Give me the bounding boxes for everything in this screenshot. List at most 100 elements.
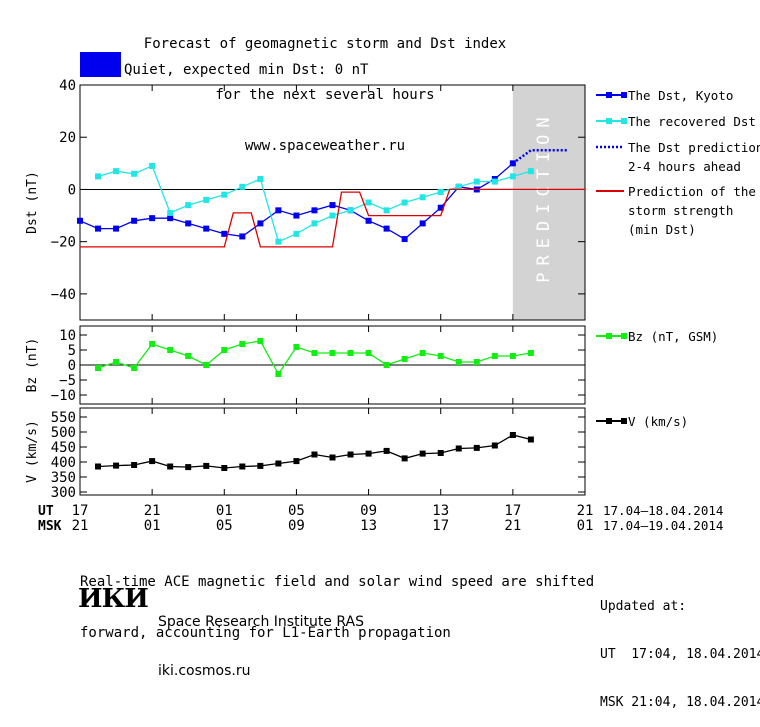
data-point bbox=[185, 220, 192, 227]
data-point bbox=[365, 217, 372, 224]
data-point bbox=[257, 462, 264, 469]
legend-label: The Dst prediction bbox=[628, 140, 760, 155]
data-point bbox=[239, 183, 246, 190]
data-point bbox=[509, 160, 516, 167]
legend-entry: The recovered Dst bbox=[596, 114, 756, 129]
ut-tick-label: 01 bbox=[216, 503, 233, 519]
msk-date-range: 17.04–19.04.2014 bbox=[603, 518, 723, 533]
legend-label: V (km/s) bbox=[628, 414, 688, 429]
legend-label: (min Dst) bbox=[628, 222, 696, 237]
data-point bbox=[311, 451, 318, 458]
data-point bbox=[491, 353, 498, 359]
series-line bbox=[97, 165, 532, 243]
ut-tick-label: 13 bbox=[432, 503, 449, 519]
data-point bbox=[365, 199, 372, 206]
series-line bbox=[97, 340, 532, 376]
data-point bbox=[347, 207, 354, 214]
data-point bbox=[419, 350, 426, 356]
data-point bbox=[383, 207, 390, 214]
y-tick-label: 40 bbox=[59, 78, 76, 94]
data-point bbox=[311, 207, 318, 214]
legend-entry: The Dst, Kyoto bbox=[596, 88, 733, 103]
legend-label: Bz (nT, GSM) bbox=[628, 329, 718, 344]
updated-info: Updated at: UT 17:04, 18.04.2014 MSK 21:… bbox=[600, 567, 760, 727]
msk-tick-label: 01 bbox=[144, 518, 161, 534]
data-point bbox=[149, 458, 156, 465]
y-tick-label: 5 bbox=[68, 343, 76, 359]
data-point bbox=[131, 365, 138, 371]
data-point bbox=[275, 207, 282, 214]
data-point bbox=[167, 215, 174, 222]
data-point bbox=[311, 350, 318, 356]
data-point bbox=[113, 359, 120, 365]
y-tick-label: 0 bbox=[68, 358, 76, 374]
legend-label: Prediction of the bbox=[628, 184, 756, 199]
data-point bbox=[167, 347, 174, 353]
chart-panels: PREDICTION 40 20 0 −20 −40 Dst (nT) The Dst, Ky… bbox=[25, 78, 760, 534]
panel-1: PREDICTION 40 20 0 −20 −40 Dst (nT) The Dst, Ky… bbox=[25, 78, 760, 321]
data-point bbox=[257, 176, 264, 182]
footer-note-line-1: Real-time ACE magnetic field and solar w… bbox=[80, 574, 595, 590]
data-point bbox=[257, 338, 264, 344]
iki-logo: ИКИ bbox=[78, 584, 149, 614]
data-point bbox=[293, 344, 300, 350]
legend-entry: The Dst prediction 2-4 hours ahead bbox=[596, 140, 760, 174]
data-point bbox=[95, 225, 102, 232]
data-point bbox=[473, 359, 480, 365]
updated-label: Updated at: bbox=[600, 599, 687, 614]
data-point bbox=[383, 225, 390, 232]
legend-marker bbox=[606, 333, 612, 339]
data-point bbox=[437, 450, 444, 456]
data-point bbox=[293, 212, 300, 219]
data-point bbox=[329, 350, 336, 356]
data-point bbox=[149, 162, 156, 169]
prediction-zone bbox=[512, 85, 585, 320]
legend-marker bbox=[621, 418, 627, 424]
msk-axis-label: MSK bbox=[38, 519, 62, 534]
data-point bbox=[185, 353, 192, 359]
data-point bbox=[329, 454, 336, 461]
data-point bbox=[221, 347, 228, 353]
legend-entry: Prediction of the storm strength (min Dst) bbox=[596, 184, 756, 237]
series-line bbox=[79, 162, 514, 240]
data-point bbox=[329, 212, 336, 219]
data-point bbox=[365, 450, 372, 457]
legend-marker bbox=[606, 92, 612, 98]
data-point bbox=[113, 225, 120, 232]
data-point bbox=[293, 230, 300, 237]
data-point bbox=[383, 362, 390, 368]
data-point bbox=[275, 460, 282, 467]
data-point bbox=[77, 217, 83, 224]
data-point bbox=[527, 350, 534, 356]
data-point bbox=[491, 442, 498, 449]
institute-site-link[interactable]: iki.cosmos.ru bbox=[158, 663, 251, 679]
status-text: Quiet, expected min Dst: 0 nT bbox=[124, 62, 369, 78]
data-point bbox=[185, 464, 192, 471]
panel-frame bbox=[79, 84, 586, 321]
title-line-2: for the next several hours bbox=[215, 87, 435, 103]
ut-tick-label: 17 bbox=[504, 503, 521, 519]
data-point bbox=[221, 191, 228, 198]
ut-date-range: 17.04–18.04.2014 bbox=[603, 503, 723, 518]
legend-entry: Bz (nT, GSM) bbox=[596, 329, 718, 344]
y-tick-label: 450 bbox=[51, 440, 76, 456]
data-point bbox=[95, 173, 102, 180]
data-point bbox=[527, 168, 534, 175]
data-point bbox=[131, 217, 138, 224]
data-point bbox=[473, 178, 480, 185]
data-point bbox=[455, 445, 462, 452]
data-point bbox=[347, 350, 354, 356]
data-point bbox=[419, 220, 426, 227]
data-point bbox=[401, 455, 408, 462]
y-tick-label: 10 bbox=[59, 328, 76, 344]
data-point bbox=[437, 353, 444, 359]
data-point bbox=[383, 447, 390, 454]
data-point bbox=[257, 220, 264, 227]
legend-label: The recovered Dst bbox=[628, 114, 756, 129]
data-point bbox=[473, 444, 480, 451]
status-color-box bbox=[80, 52, 121, 77]
y-tick-label: 300 bbox=[51, 485, 76, 501]
data-point bbox=[239, 463, 246, 470]
